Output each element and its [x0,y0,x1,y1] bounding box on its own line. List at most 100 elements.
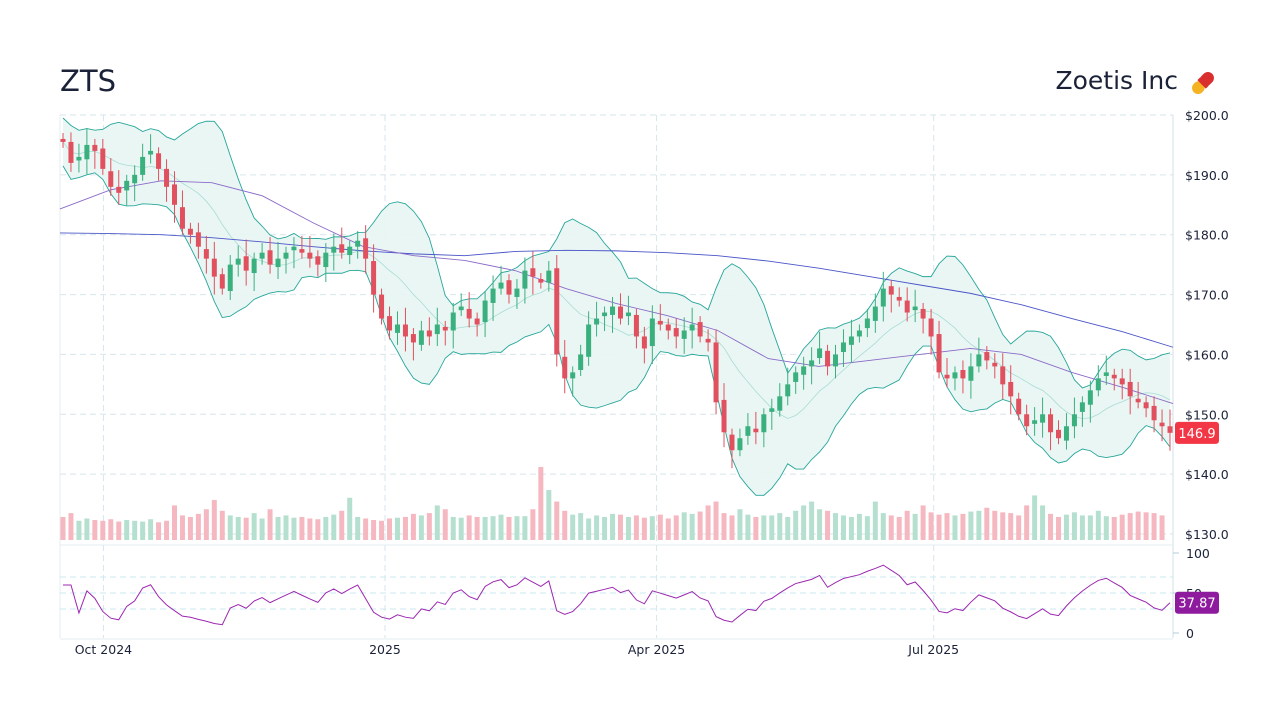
candle-body [817,348,823,359]
volume-bar [140,521,146,540]
candle-body [379,294,385,319]
candle-body [299,249,305,253]
candle-body [936,334,942,373]
candle-body [1159,422,1165,427]
volume-bar [1151,513,1157,540]
volume-bar [1087,515,1093,540]
candle-body [371,261,377,295]
candle-body [888,286,894,295]
time-tick-label: Oct 2024 [75,642,132,657]
candle-body [410,334,416,343]
ticker-symbol: ZTS [60,64,116,98]
volume-bar [275,516,281,540]
candle-body [546,270,552,283]
volume-bar [1095,510,1101,540]
volume-bar [697,511,703,540]
candle-body [681,330,687,339]
candle-body [68,141,74,163]
volume-bar [307,518,313,540]
candle-body [705,338,711,343]
candle-body [745,426,751,436]
candle-body [219,274,225,289]
candle-body [235,258,241,265]
candle-body [331,246,337,253]
candle-body [482,300,488,323]
price-tick-label: $160.0 [1185,347,1229,362]
volume-bar [458,517,464,540]
candle-body [323,252,329,268]
time-tick-label: Apr 2025 [628,642,685,657]
sma-mid-line [59,180,1174,404]
volume-bar [410,513,416,540]
candle-body [275,258,281,268]
last-rsi-badge [1175,591,1219,614]
candle-body [394,324,400,333]
candle-body [434,324,440,335]
bollinger-band-fill [63,117,1170,496]
volume-bar [960,513,966,540]
volume-bar [657,514,663,540]
candle-body [1000,366,1006,385]
candle-body [1167,426,1173,433]
volume-bar [625,516,631,540]
candle-body [689,324,695,331]
candle-body [625,312,631,317]
volume-bar [538,467,544,540]
candle-body [1143,402,1149,409]
volume-bar [379,520,385,540]
volume-bar [76,520,82,540]
volume-bar [299,516,305,540]
candle-body [554,268,560,355]
volume-bar [402,516,408,540]
volume-bar [809,501,815,540]
volume-bar [801,505,807,540]
volume-bar [689,513,695,540]
candle-body [641,336,647,349]
time-tick-label: 2025 [369,642,401,657]
candle-body [1016,398,1022,415]
price-tick-label: $140.0 [1185,467,1229,482]
candle-body [578,354,584,370]
price-tick-label: $150.0 [1185,407,1229,422]
volume-bar [617,514,623,540]
volume-bar [506,516,512,540]
volume-bar [1032,495,1038,540]
candle-body [402,324,408,337]
candle-body [657,320,663,325]
volume-bar [586,518,592,540]
volume-bar [880,513,886,540]
candle-body [880,288,886,307]
candle-body [458,306,464,311]
volume-bar [347,497,353,540]
volume-bar [211,500,217,540]
volume-bar [1016,515,1022,540]
volume-bar [912,513,918,540]
volume-bar [992,510,998,540]
candle-body [904,300,910,313]
volume-bar [339,510,345,540]
volume-bar [450,516,456,540]
candle-body [562,356,568,379]
candle-body [896,296,902,301]
volume-bar [1103,516,1109,540]
candle-body [243,256,249,271]
candle-body [156,153,162,169]
candle-body [944,374,950,379]
candle-body [251,258,257,274]
volume-bar [864,516,870,540]
volume-bar [1040,505,1046,540]
volume-bar [1135,511,1141,540]
candle-body [602,312,608,317]
candle-body [984,352,990,361]
volume-bar [530,509,536,540]
volume-bar [633,515,639,540]
candle-body [60,138,66,142]
candle-body [952,372,958,379]
candle-body [809,360,815,367]
candle-body [761,414,767,433]
candle-body [721,399,727,433]
volume-bar [904,510,910,540]
candle-body [960,369,966,379]
